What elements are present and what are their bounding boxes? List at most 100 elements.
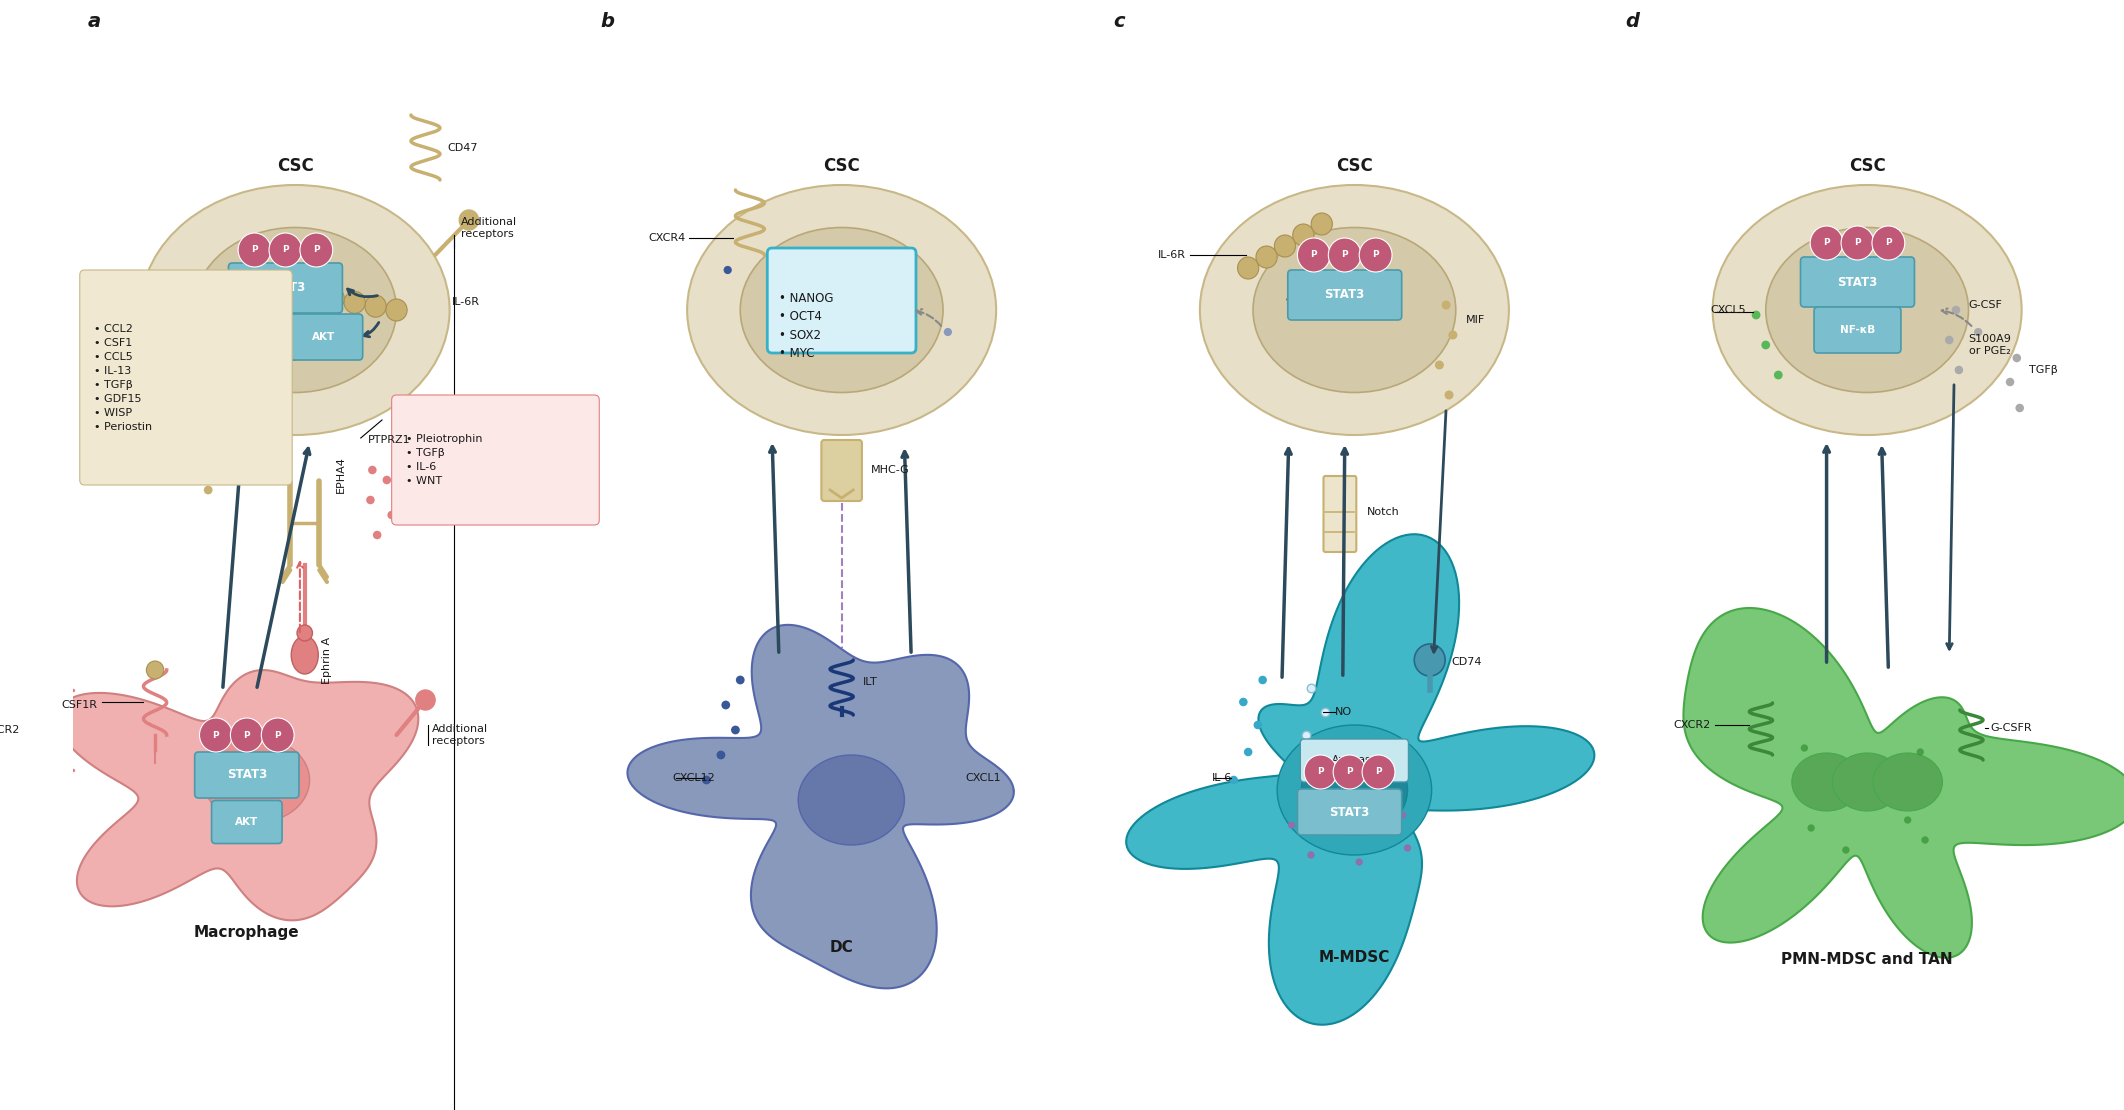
Circle shape (297, 625, 312, 640)
Ellipse shape (204, 737, 310, 823)
Circle shape (344, 291, 365, 313)
Point (1933, 331, 1967, 349)
FancyBboxPatch shape (212, 800, 282, 844)
Text: STAT3: STAT3 (266, 282, 306, 294)
Text: • NANOG
• OCT4
• SOX2
• MYC: • NANOG • OCT4 • SOX2 • MYC (780, 292, 833, 361)
Text: P: P (1317, 767, 1323, 777)
Circle shape (238, 233, 272, 268)
Text: P: P (1311, 251, 1317, 260)
Point (1740, 306, 1774, 324)
Point (941, 696, 975, 714)
Text: CSC: CSC (1336, 157, 1372, 175)
Point (1939, 301, 1973, 319)
Circle shape (1842, 226, 1873, 260)
Point (1226, 693, 1260, 710)
Text: CXCL12: CXCL12 (673, 773, 716, 783)
FancyBboxPatch shape (1287, 270, 1402, 320)
Point (1294, 846, 1328, 864)
Text: STAT3: STAT3 (1325, 289, 1366, 302)
Point (926, 672, 960, 689)
Text: P: P (1374, 767, 1383, 777)
Ellipse shape (1873, 753, 1943, 811)
Circle shape (1871, 226, 1905, 260)
Point (355, 461, 389, 478)
Point (1761, 366, 1795, 384)
Point (191, 481, 225, 498)
Circle shape (1415, 644, 1444, 676)
Point (2003, 400, 2037, 417)
Point (210, 451, 244, 468)
Text: P: P (1854, 239, 1861, 248)
Text: STAT3: STAT3 (227, 768, 268, 781)
Ellipse shape (799, 755, 905, 845)
FancyBboxPatch shape (822, 440, 862, 501)
Point (1232, 743, 1266, 760)
Text: AKT: AKT (236, 817, 259, 827)
Point (1294, 679, 1328, 697)
Circle shape (1311, 213, 1332, 235)
Point (1788, 739, 1822, 757)
Ellipse shape (1712, 185, 2022, 435)
Circle shape (51, 676, 70, 694)
Text: • Pleiotrophin
• TGFβ
• IL-6
• WNT: • Pleiotrophin • TGFβ • IL-6 • WNT (406, 434, 482, 486)
Text: CXCL1: CXCL1 (964, 773, 1000, 783)
Point (1342, 854, 1376, 871)
Text: PTPRZ1: PTPRZ1 (367, 435, 410, 445)
FancyBboxPatch shape (229, 263, 342, 313)
FancyBboxPatch shape (1801, 258, 1914, 307)
Text: P: P (212, 730, 219, 739)
Point (2001, 350, 2035, 367)
Point (1245, 672, 1279, 689)
Point (1992, 373, 2026, 391)
Point (703, 746, 737, 764)
Point (1432, 386, 1466, 404)
Ellipse shape (1833, 753, 1901, 811)
Text: Notch: Notch (1368, 507, 1400, 517)
Text: Ephrin A: Ephrin A (323, 636, 331, 684)
Text: NO: NO (1336, 707, 1353, 717)
Polygon shape (1684, 608, 2124, 958)
Text: CCR2: CCR2 (0, 725, 19, 735)
Text: EPHA4: EPHA4 (336, 456, 346, 494)
Ellipse shape (1277, 725, 1432, 855)
Text: CD74: CD74 (1451, 657, 1480, 667)
Text: NF-κB: NF-κB (238, 332, 272, 342)
Circle shape (261, 718, 293, 751)
Point (361, 526, 395, 544)
Ellipse shape (291, 636, 319, 674)
Text: G-CSF: G-CSF (1969, 300, 2003, 310)
Point (690, 771, 724, 789)
Text: • CCL2
• CSF1
• CCL5
• IL-13
• TGFβ
• GDF15
• WISP
• Periostin: • CCL2 • CSF1 • CCL5 • IL-13 • TGFβ • GD… (93, 323, 153, 432)
Text: P: P (251, 245, 257, 254)
Circle shape (200, 718, 232, 751)
Text: P: P (1822, 239, 1831, 248)
Point (1960, 323, 1994, 341)
Point (1217, 771, 1251, 789)
FancyBboxPatch shape (1814, 307, 1901, 353)
Text: CSC: CSC (1848, 157, 1886, 175)
Text: P: P (1372, 251, 1378, 260)
Circle shape (1274, 235, 1296, 258)
Point (1423, 356, 1457, 374)
FancyBboxPatch shape (81, 270, 293, 485)
Text: CSF1R: CSF1R (62, 700, 98, 710)
Circle shape (1334, 755, 1366, 789)
Circle shape (1238, 258, 1260, 279)
FancyBboxPatch shape (767, 248, 915, 353)
Point (229, 431, 263, 448)
Text: CXCL5: CXCL5 (1710, 305, 1746, 315)
Text: P: P (1342, 251, 1349, 260)
Polygon shape (627, 625, 1013, 988)
Text: a: a (87, 12, 100, 31)
Circle shape (1328, 238, 1361, 272)
Text: IL-6R: IL-6R (1158, 250, 1185, 260)
Text: d: d (1625, 12, 1640, 31)
Circle shape (302, 284, 323, 305)
Text: G-CSFR: G-CSFR (1990, 723, 2033, 733)
Circle shape (1810, 226, 1844, 260)
Point (353, 491, 387, 508)
Text: STAT3: STAT3 (1837, 275, 1878, 289)
Point (1941, 361, 1975, 379)
Ellipse shape (1793, 753, 1861, 811)
Text: Arginase: Arginase (1332, 755, 1376, 765)
